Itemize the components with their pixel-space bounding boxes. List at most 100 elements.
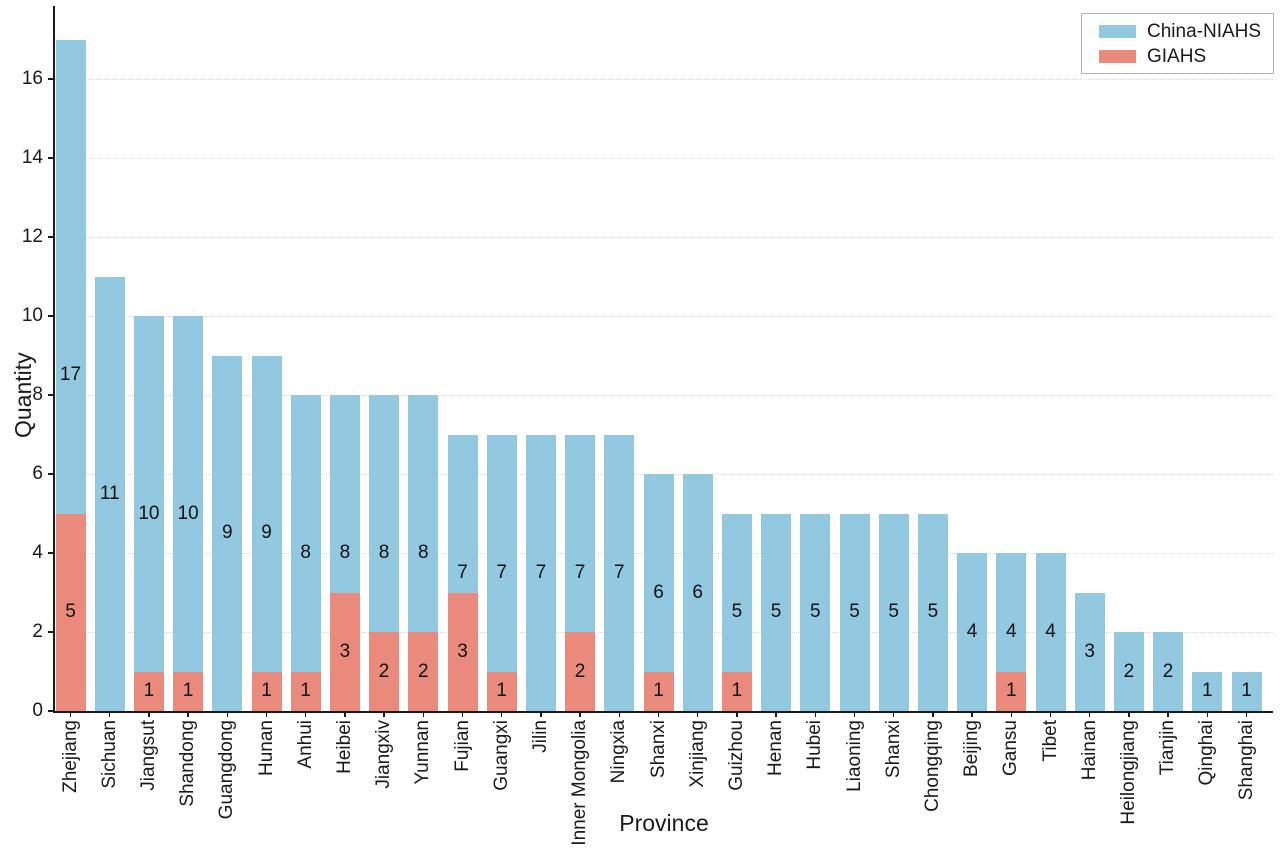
x-tick-label: Zhejiang	[59, 720, 81, 793]
bar-value-label: 17	[59, 364, 82, 386]
y-tick-label: 4	[32, 542, 43, 563]
x-tick-label: Hainan	[1078, 720, 1100, 781]
bar-value-label: 1	[1202, 680, 1213, 702]
bar-china-niahs	[682, 474, 713, 711]
bar-china-niahs	[957, 553, 988, 711]
x-tick	[775, 711, 777, 717]
bar-giahs	[447, 592, 478, 711]
giahs-value-label: 1	[182, 680, 194, 702]
x-tick	[265, 711, 268, 717]
legend-swatch-china-niahs	[1099, 24, 1136, 38]
bar-value-label: 4	[966, 621, 978, 642]
x-tick-label: Henan	[765, 720, 787, 776]
x-tick	[1010, 711, 1013, 717]
x-tick-label: Sichuan	[98, 720, 120, 789]
bar-value-label: 4	[1006, 621, 1017, 642]
x-tick	[1167, 711, 1169, 717]
bar-china-niahs	[878, 513, 909, 711]
x-tick-label: Shanxi	[647, 720, 669, 779]
bar-giahs	[251, 671, 282, 711]
bar-giahs	[133, 671, 164, 711]
bar-value-label: 8	[418, 542, 429, 563]
x-tick	[500, 711, 503, 717]
x-tick-label: Qinghai	[1196, 720, 1218, 786]
y-tick-label: 16	[21, 68, 43, 89]
x-tick-label: Liaoning	[843, 720, 865, 792]
x-tick	[1049, 711, 1052, 717]
bar-china-niahs	[800, 513, 831, 711]
giahs-value-label: 1	[1006, 680, 1017, 702]
legend-label: China-NIAHS	[1147, 20, 1262, 42]
bar-china-niahs	[604, 434, 635, 711]
x-tick	[892, 711, 895, 717]
bar-value-label: 5	[770, 601, 782, 623]
bar-giahs	[369, 632, 400, 711]
x-tick-label: Hunan	[255, 720, 277, 776]
x-tick-label: Gansu	[1000, 720, 1022, 776]
bar-value-label: 6	[692, 581, 703, 603]
bar-china-niahs	[1035, 553, 1066, 711]
giahs-value-label: 1	[143, 680, 155, 702]
bar-china-niahs	[133, 316, 164, 711]
bar-china-niahs	[94, 276, 125, 711]
x-tick	[1206, 711, 1209, 717]
giahs-value-label: 1	[261, 680, 272, 702]
bar-value-label: 9	[222, 522, 233, 544]
x-tick-label: Jilin	[529, 720, 551, 753]
x-tick-label: Yunnan	[412, 720, 434, 785]
x-tick-label: Ningxia	[608, 720, 630, 784]
bar-value-label: 4	[1045, 621, 1056, 642]
x-tick	[108, 711, 111, 717]
bar-value-label: 9	[261, 522, 272, 544]
x-tick	[461, 711, 464, 717]
legend: China-NIAHS GIAHS	[1081, 13, 1274, 74]
y-tick	[48, 394, 54, 396]
x-tick	[579, 711, 581, 717]
grid-line	[55, 78, 1273, 80]
y-tick-label: 6	[32, 463, 43, 484]
bar-value-label: 10	[177, 502, 199, 524]
bar-giahs	[173, 671, 204, 711]
x-tick	[696, 711, 699, 717]
bar-giahs	[329, 592, 360, 711]
y-tick-label: 8	[32, 384, 43, 405]
bar-giahs	[55, 513, 86, 711]
giahs-value-label: 2	[418, 660, 429, 682]
x-tick-label: Anhui	[294, 720, 316, 769]
y-tick-label: 12	[21, 226, 43, 247]
x-tick-label: Jiangxiv	[373, 720, 395, 789]
bar-giahs	[721, 671, 752, 711]
x-tick-label: Shanghai	[1235, 720, 1257, 801]
bar-giahs	[996, 671, 1027, 711]
y-tick	[48, 710, 54, 712]
x-tick-label: Hubei	[804, 720, 826, 770]
bar-giahs	[565, 632, 596, 711]
x-tick	[304, 711, 307, 717]
y-tick	[48, 157, 54, 159]
x-tick-label: Jiangsut	[137, 720, 159, 791]
bar-value-label: 10	[138, 502, 160, 524]
bar-china-niahs	[212, 355, 243, 711]
x-tick	[932, 711, 934, 717]
bar-china-niahs	[1153, 632, 1184, 711]
x-tick	[1128, 711, 1130, 717]
legend-item: GIAHS	[1099, 47, 1273, 66]
bar-giahs	[643, 671, 674, 711]
y-tick	[48, 631, 54, 633]
x-tick	[618, 711, 621, 717]
bar-china-niahs	[1231, 671, 1262, 711]
x-tick	[226, 711, 229, 717]
legend-swatch-giahs	[1099, 49, 1136, 63]
x-tick	[422, 711, 425, 717]
x-tick	[971, 711, 973, 717]
bar-china-niahs	[761, 513, 792, 711]
x-tick	[187, 711, 189, 717]
y-tick	[48, 315, 54, 317]
x-tick	[736, 711, 738, 717]
y-axis-spine	[53, 6, 55, 713]
x-tick-label: Shanxi	[882, 720, 904, 779]
bar-value-label: 5	[849, 601, 860, 623]
bar-giahs	[408, 632, 439, 711]
